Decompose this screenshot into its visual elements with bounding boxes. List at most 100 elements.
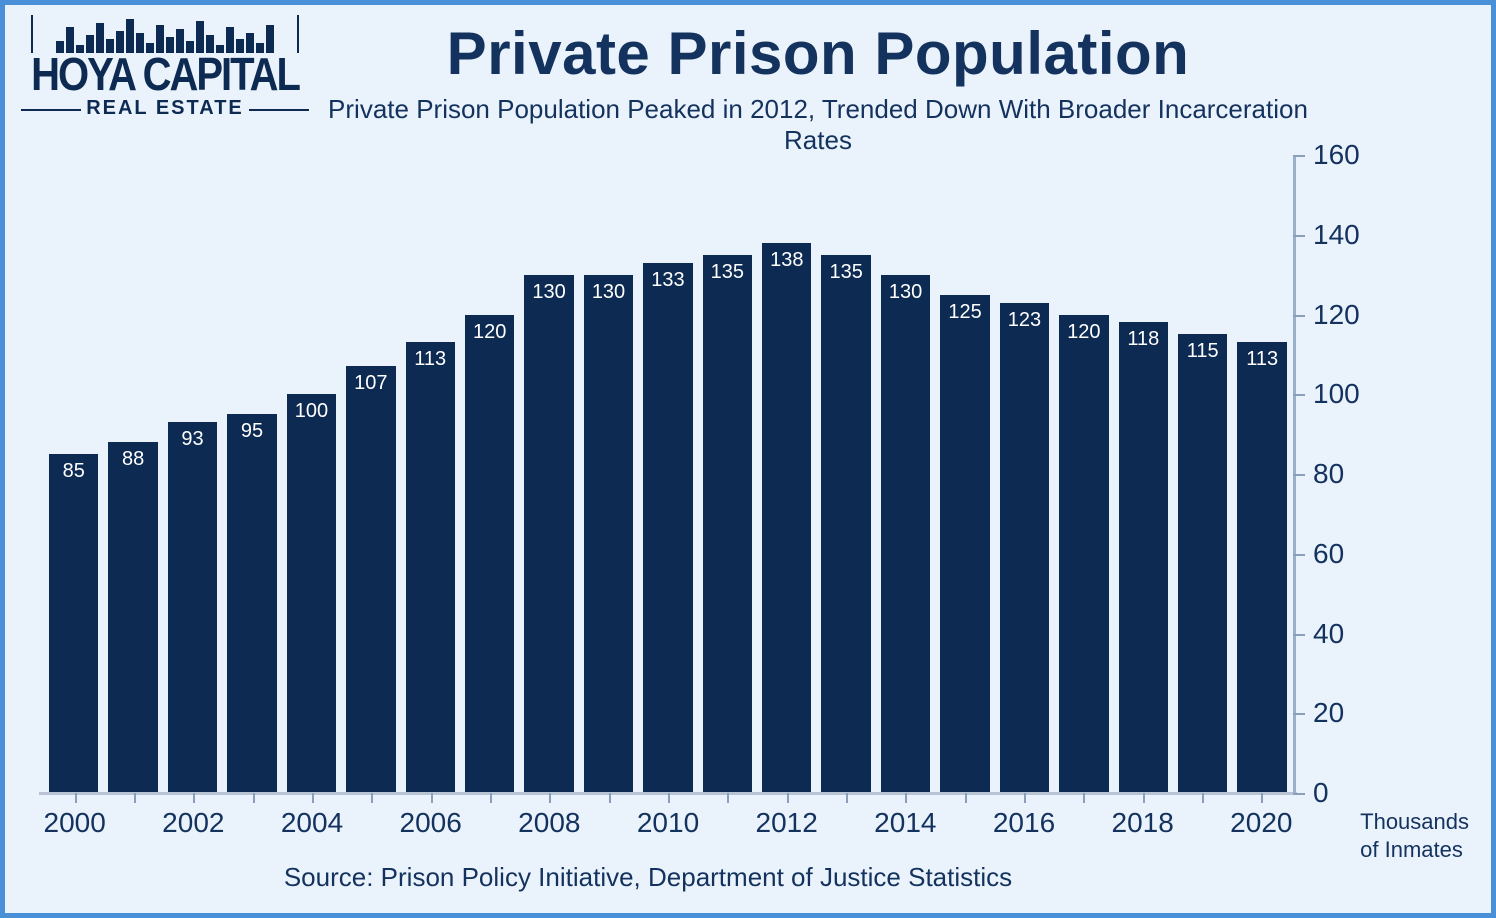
x-label: 2020 xyxy=(1230,807,1292,839)
y-tick xyxy=(1293,554,1305,556)
bar-2002: 93 xyxy=(168,155,217,793)
bar-rect: 115 xyxy=(1178,334,1227,793)
chart-subtitle: Private Prison Population Peaked in 2012… xyxy=(325,94,1311,156)
x-label: 2014 xyxy=(874,807,936,839)
y-tick xyxy=(1293,315,1305,317)
logo-skyline xyxy=(31,15,299,53)
bar-rect: 88 xyxy=(108,442,157,793)
bar-value-label: 138 xyxy=(762,249,811,272)
y-label: 100 xyxy=(1313,378,1360,410)
y-axis: 020406080100120140160 xyxy=(1293,155,1383,793)
x-tick xyxy=(371,793,373,803)
bar-value-label: 93 xyxy=(168,428,217,451)
bar-2013: 135 xyxy=(821,155,870,793)
bar-value-label: 88 xyxy=(108,448,157,471)
x-tick xyxy=(1261,793,1263,803)
bar-rect: 125 xyxy=(940,295,989,793)
bar-value-label: 113 xyxy=(406,348,455,371)
bar-rect: 120 xyxy=(465,315,514,794)
x-label: 2016 xyxy=(993,807,1055,839)
logo-line2: REAL ESTATE xyxy=(25,97,305,120)
x-tick xyxy=(1083,793,1085,803)
bar-2005: 107 xyxy=(346,155,395,793)
y-tick xyxy=(1293,155,1305,157)
bar-rect: 95 xyxy=(227,414,276,793)
chart-title: Private Prison Population xyxy=(325,19,1311,88)
bar-value-label: 130 xyxy=(524,281,573,304)
x-label: 2000 xyxy=(44,807,106,839)
bar-value-label: 95 xyxy=(227,420,276,443)
x-tick xyxy=(431,793,433,803)
bar-2003: 95 xyxy=(227,155,276,793)
bar-2011: 135 xyxy=(703,155,752,793)
bar-rect: 130 xyxy=(881,275,930,793)
x-tick xyxy=(193,793,195,803)
x-tick xyxy=(727,793,729,803)
bar-value-label: 125 xyxy=(940,301,989,324)
bar-2009: 130 xyxy=(584,155,633,793)
x-tick xyxy=(1024,793,1026,803)
bar-rect: 100 xyxy=(287,394,336,793)
bar-value-label: 107 xyxy=(346,372,395,395)
bar-rect: 118 xyxy=(1119,322,1168,793)
x-label: 2002 xyxy=(162,807,224,839)
x-tick xyxy=(965,793,967,803)
bar-rect: 107 xyxy=(346,366,395,793)
y-axis-title-l1: Thousands xyxy=(1360,808,1469,837)
bar-value-label: 123 xyxy=(1000,309,1049,332)
y-label: 20 xyxy=(1313,697,1344,729)
y-label: 60 xyxy=(1313,538,1344,570)
y-label: 0 xyxy=(1313,777,1329,809)
y-axis-title-l2: of Inmates xyxy=(1360,836,1469,865)
bar-2004: 100 xyxy=(287,155,336,793)
x-label: 2008 xyxy=(518,807,580,839)
logo: HOYA CAPITAL REAL ESTATE xyxy=(25,15,305,120)
bar-rect: 130 xyxy=(524,275,573,793)
bar-value-label: 130 xyxy=(881,281,930,304)
bar-value-label: 130 xyxy=(584,281,633,304)
chart-frame: HOYA CAPITAL REAL ESTATE Private Prison … xyxy=(0,0,1496,918)
y-label: 120 xyxy=(1313,299,1360,331)
bars-container: 85 88 93 95 100 107 113 120 130 130 133 135 138 135 13… xyxy=(45,155,1291,793)
bar-rect: 130 xyxy=(584,275,633,793)
x-tick xyxy=(846,793,848,803)
bar-value-label: 120 xyxy=(1059,321,1108,344)
y-label: 80 xyxy=(1313,458,1344,490)
y-axis-title: Thousands of Inmates xyxy=(1360,808,1469,865)
bar-value-label: 115 xyxy=(1178,340,1227,363)
bar-rect: 93 xyxy=(168,422,217,793)
bar-2018: 118 xyxy=(1119,155,1168,793)
bar-rect: 85 xyxy=(49,454,98,793)
y-label: 40 xyxy=(1313,618,1344,650)
bar-value-label: 135 xyxy=(703,261,752,284)
bar-value-label: 120 xyxy=(465,321,514,344)
x-tick xyxy=(668,793,670,803)
bar-2010: 133 xyxy=(643,155,692,793)
bar-value-label: 135 xyxy=(821,261,870,284)
bar-2012: 138 xyxy=(762,155,811,793)
bar-rect: 120 xyxy=(1059,315,1108,794)
y-label: 160 xyxy=(1313,139,1360,171)
bar-2015: 125 xyxy=(940,155,989,793)
bar-rect: 123 xyxy=(1000,303,1049,793)
bar-value-label: 85 xyxy=(49,460,98,483)
x-labels: 2000200220042006200820102012201420162018… xyxy=(45,807,1291,843)
bar-rect: 133 xyxy=(643,263,692,793)
y-tick xyxy=(1293,394,1305,396)
chart-plot-area: 85 88 93 95 100 107 113 120 130 130 133 135 138 135 13… xyxy=(45,155,1291,793)
x-tick xyxy=(905,793,907,803)
bar-rect: 113 xyxy=(1237,342,1286,793)
y-tick xyxy=(1293,474,1305,476)
bar-rect: 135 xyxy=(821,255,870,793)
bar-2017: 120 xyxy=(1059,155,1108,793)
bar-2007: 120 xyxy=(465,155,514,793)
bar-2000: 85 xyxy=(49,155,98,793)
x-tick xyxy=(549,793,551,803)
bar-2008: 130 xyxy=(524,155,573,793)
x-label: 2006 xyxy=(400,807,462,839)
x-tick xyxy=(490,793,492,803)
x-label: 2004 xyxy=(281,807,343,839)
x-tick xyxy=(609,793,611,803)
bar-rect: 138 xyxy=(762,243,811,793)
bar-value-label: 133 xyxy=(643,269,692,292)
